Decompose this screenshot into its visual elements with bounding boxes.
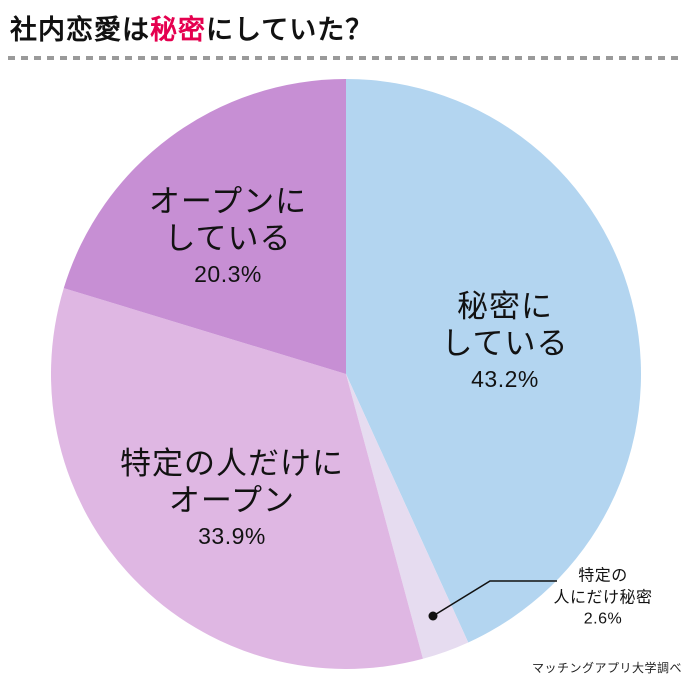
- source-credit: マッチングアプリ大学調べ: [531, 661, 682, 675]
- slice-label-specific-secret: 特定の 人にだけ秘密 2.6%: [553, 566, 652, 631]
- pie-slice-3: [63, 79, 347, 374]
- callout-leader-line: [432, 580, 557, 617]
- callout-dot: [428, 611, 438, 621]
- slice-label-specific-open: 特定の人だけに オープン 33.9%: [120, 446, 344, 552]
- slice-label-text: 特定の: [578, 567, 628, 585]
- slice-label-text: 秘密に: [456, 288, 553, 324]
- pie-slice-1: [346, 374, 469, 659]
- slice-label-open: オープンに している 20.3%: [149, 184, 307, 290]
- pie-slice-2: [50, 288, 423, 670]
- slice-label-text: オープン: [168, 482, 296, 518]
- chart-title: 社内恋愛は秘密にしていた？: [10, 8, 373, 47]
- slice-label-text: 特定の人だけに: [120, 445, 344, 481]
- pie-slice-0: [346, 79, 641, 643]
- dotted-divider: [8, 56, 682, 60]
- slice-percent: 20.3%: [194, 261, 262, 288]
- slice-percent: 33.9%: [198, 523, 266, 550]
- slice-label-text: している: [441, 325, 569, 361]
- slice-label-text: 人にだけ秘密: [553, 589, 653, 607]
- title-highlight: 秘密: [150, 15, 206, 45]
- slice-percent: 2.6%: [583, 610, 623, 628]
- slice-label-secret: 秘密に している 43.2%: [441, 289, 568, 395]
- title-prefix: 社内恋愛は: [10, 15, 150, 45]
- pie-slices: [50, 79, 641, 670]
- slice-percent: 43.2%: [471, 366, 539, 393]
- slice-label-text: オープンに: [148, 183, 308, 219]
- title-suffix: にしていた？: [206, 15, 374, 45]
- slice-label-text: している: [164, 220, 292, 256]
